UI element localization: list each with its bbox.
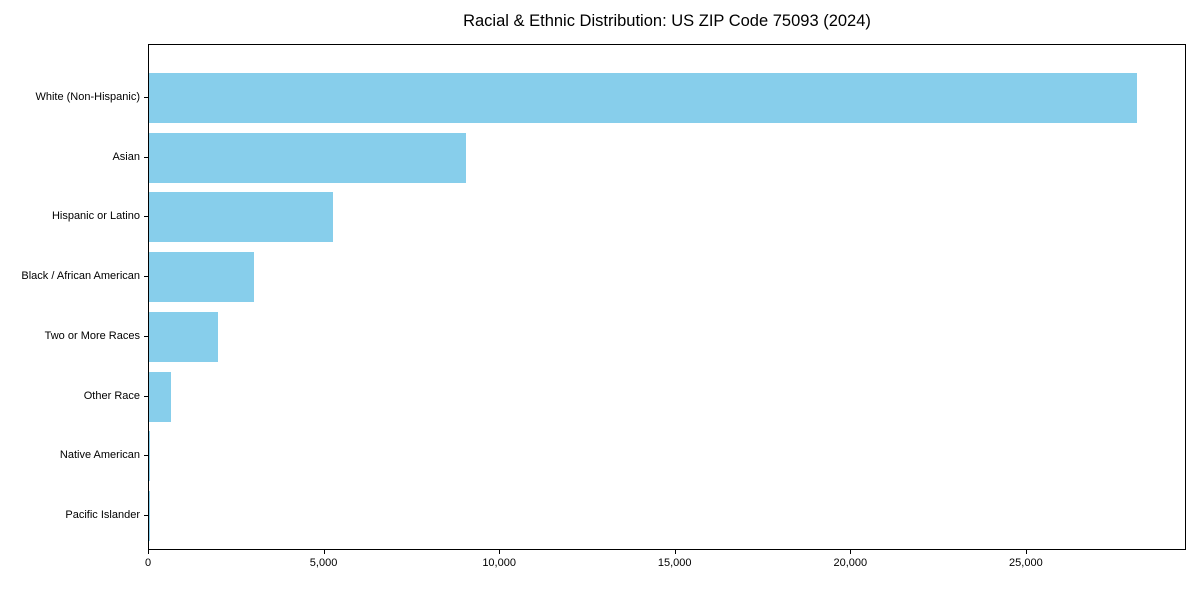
y-tick-mark — [144, 276, 148, 278]
x-tick-label: 20,000 — [833, 557, 868, 569]
x-tick-label: 5,000 — [309, 557, 338, 569]
plot-area — [148, 44, 1186, 550]
y-tick-mark — [144, 514, 148, 516]
y-tick-label: Two or More Races — [44, 329, 140, 342]
y-tick-mark — [144, 455, 148, 457]
y-tick-mark — [144, 335, 148, 337]
y-tick-mark — [144, 395, 148, 397]
y-tick-label: Native American — [59, 449, 140, 462]
y-tick-label: Black / African American — [21, 270, 140, 283]
x-tick-label: 10,000 — [482, 557, 516, 569]
x-tick-mark — [1025, 550, 1027, 554]
bar — [149, 132, 467, 183]
y-tick-label: Pacific Islander — [65, 508, 140, 521]
x-tick-mark — [148, 550, 149, 554]
x-tick-label: 25,000 — [1009, 557, 1043, 569]
bar — [149, 252, 254, 303]
x-tick-label: 0 — [144, 557, 152, 569]
y-tick-mark — [144, 97, 148, 98]
y-tick-label: Asian — [112, 150, 140, 163]
bar — [149, 431, 151, 482]
bar — [149, 371, 172, 422]
y-tick-mark — [144, 216, 148, 218]
chart-title: Racial & Ethnic Distribution: US ZIP Cod… — [463, 12, 871, 30]
y-tick-label: Other Race — [83, 389, 140, 402]
x-tick-mark — [850, 550, 852, 554]
x-tick-mark — [499, 550, 501, 554]
x-tick-label: 15,000 — [657, 557, 692, 569]
y-tick-mark — [144, 156, 148, 158]
x-tick-mark — [674, 550, 676, 554]
bar — [149, 192, 333, 243]
y-tick-label: White (Non-Hispanic) — [35, 91, 140, 103]
bar — [149, 311, 218, 362]
y-tick-label: Hispanic or Latino — [51, 210, 140, 223]
x-tick-mark — [323, 550, 325, 554]
bar — [149, 73, 1138, 123]
